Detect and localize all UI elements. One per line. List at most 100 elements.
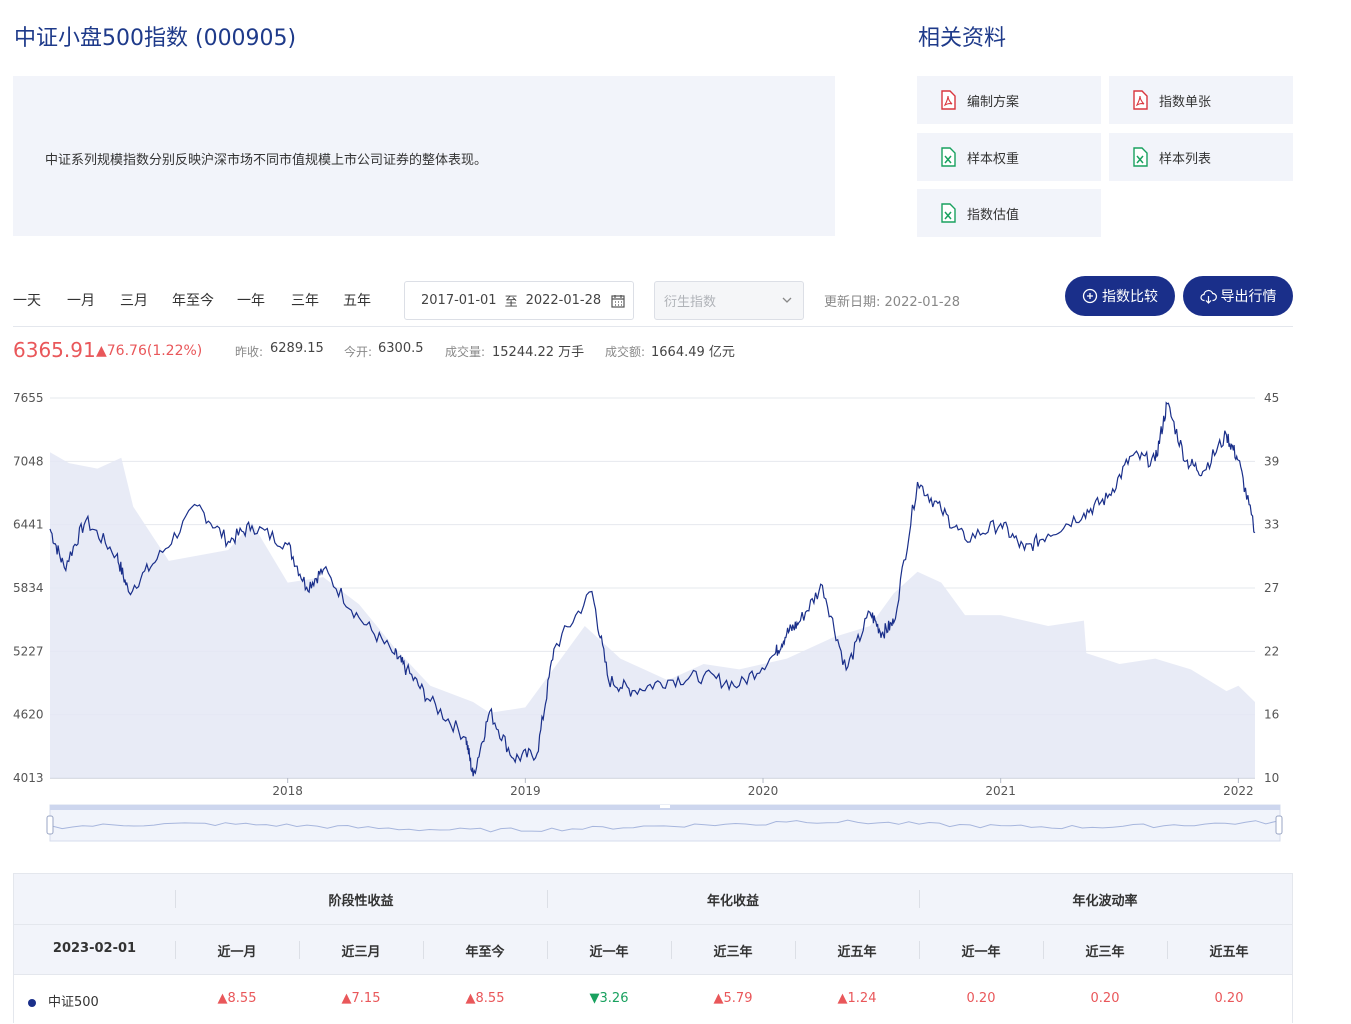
description-panel: 中证系列规模指数分别反映沪深市场不同市值规模上市公司证券的整体表现。 — [13, 76, 835, 236]
table-cell: ▲1.24 — [837, 991, 877, 1006]
table-cell: ▲7.15 — [341, 991, 381, 1006]
column-header: 近三年 — [713, 945, 753, 960]
resource-button-valuation[interactable]: 指数估值 — [917, 189, 1101, 237]
change-value: ▲76.76 — [96, 343, 147, 359]
resource-button-factsheet[interactable]: 指数单张 — [1109, 76, 1293, 124]
y-tick-label-left: 7048 — [13, 454, 44, 468]
chevron-down-icon — [782, 297, 792, 303]
column-header: 近三月 — [341, 945, 381, 960]
excel-icon — [1133, 147, 1148, 167]
x-tick-label: 2019 — [510, 784, 541, 798]
date-end[interactable]: 2022-01-28 — [525, 293, 602, 308]
price-change: ▲76.76(1.22%) — [96, 343, 202, 359]
stat-turnover-label: 成交额: — [605, 345, 646, 359]
compare-index-button[interactable]: 指数比较 — [1065, 276, 1175, 316]
change-percent: (1.22%) — [146, 343, 203, 359]
column-header: 年至今 — [465, 945, 505, 960]
x-tick-label: 2021 — [985, 784, 1016, 798]
resource-button-methodology[interactable]: 编制方案 — [917, 76, 1101, 124]
excel-icon — [941, 203, 956, 223]
table-column-header: 2023-02-01 近一月 近三月 年至今 近一年 近三年 近五年 近一年 近三年 近五年 — [14, 924, 1292, 974]
table-cell: ▲5.79 — [713, 991, 753, 1006]
index-price-chart[interactable]: 7655 45 7048 39 6441 33 5834 27 5227 22 4620 16 4013… — [0, 380, 1300, 850]
table-cell: ▲8.55 — [465, 991, 505, 1006]
tab-period-ytd[interactable]: 年至今 — [172, 293, 214, 309]
resource-button-weights[interactable]: 样本权重 — [917, 133, 1101, 181]
derivative-select-placeholder: 衍生指数 — [664, 295, 717, 310]
y-tick-label-right: 39 — [1264, 454, 1279, 468]
tab-period-5y[interactable]: 五年 — [343, 293, 371, 309]
stat-open-value: 6300.5 — [378, 341, 424, 356]
excel-icon — [941, 147, 956, 167]
y-tick-label-left: 4620 — [13, 708, 44, 722]
y-tick-label-left: 4013 — [13, 771, 44, 785]
column-header: 近五年 — [837, 945, 877, 960]
column-header: 近五年 — [1209, 945, 1249, 960]
zoom-slider-grip — [660, 805, 670, 808]
resource-label: 样本列表 — [1159, 151, 1212, 167]
y-tick-label-right: 22 — [1264, 644, 1279, 658]
stat-volume-value: 15244.22 万手 — [492, 345, 585, 360]
stat-volume-label: 成交量: — [445, 345, 486, 359]
tab-period-1d[interactable]: 一天 — [13, 293, 41, 309]
stat-prev-close-value: 6289.15 — [270, 341, 324, 356]
cloud-download-icon — [1199, 289, 1217, 304]
table-cell: 0.20 — [1090, 991, 1120, 1006]
page-title: 中证小盘500指数 (000905) — [14, 26, 297, 51]
resource-button-constituents[interactable]: 样本列表 — [1109, 133, 1293, 181]
table-row: 中证500 ▲8.55 ▲7.15 ▲8.55 ▼3.26 ▲5.79 ▲1.24 0.20… — [14, 974, 1292, 1024]
group-period-return: 阶段性收益 — [328, 894, 394, 909]
update-date: 更新日期: 2022-01-28 — [824, 291, 960, 310]
date-separator: 至 — [504, 295, 518, 310]
stat-open-label: 今开: — [344, 345, 373, 359]
y-tick-label-left: 5834 — [13, 581, 44, 595]
date-start[interactable]: 2017-01-01 — [421, 293, 497, 308]
y-tick-label-right: 10 — [1264, 771, 1279, 785]
valuation-area — [50, 452, 1255, 778]
table-cell: ▼3.26 — [589, 991, 629, 1006]
calendar-icon[interactable] — [611, 294, 625, 308]
plus-circle-icon — [1082, 288, 1098, 304]
current-price: 6365.91 — [13, 338, 96, 362]
table-date: 2023-02-01 — [52, 941, 137, 956]
zoom-handle-right[interactable] — [1275, 815, 1283, 835]
y-tick-label-left: 5227 — [13, 644, 44, 658]
y-tick-label-left: 6441 — [13, 518, 44, 532]
column-header: 近一年 — [961, 945, 1001, 960]
stat-prev-close-label: 昨收: — [235, 345, 264, 359]
x-tick-label: 2022 — [1223, 784, 1254, 798]
column-header: 近一年 — [589, 945, 629, 960]
y-tick-label-right: 33 — [1264, 518, 1279, 532]
description-text: 中证系列规模指数分别反映沪深市场不同市值规模上市公司证券的整体表现。 — [45, 153, 488, 168]
tab-period-1y[interactable]: 一年 — [237, 293, 265, 309]
column-header: 近三年 — [1085, 945, 1125, 960]
x-tick-label: 2020 — [748, 784, 779, 798]
pdf-icon — [941, 90, 956, 110]
table-group-header: 阶段性收益 年化收益 年化波动率 — [14, 874, 1292, 924]
zoom-slider-preview — [51, 819, 1277, 833]
date-range-picker[interactable]: 2017-01-01 至 2022-01-28 — [404, 281, 634, 320]
pdf-icon — [1133, 90, 1148, 110]
row-index-name: 中证500 — [28, 991, 99, 1010]
y-tick-label-left: 7655 — [13, 391, 44, 405]
price-series-line — [49, 401, 1256, 777]
x-tick-label: 2018 — [272, 784, 303, 798]
table-cell: ▲8.55 — [217, 991, 257, 1006]
series-dot — [28, 998, 36, 1007]
performance-table: 阶段性收益 年化收益 年化波动率 2023-02-01 近一月 近三月 年至今 近一年… — [13, 873, 1293, 1024]
group-annual-volatility: 年化波动率 — [1072, 894, 1138, 909]
update-value: 2022-01-28 — [884, 295, 961, 310]
zoom-handle-left[interactable] — [46, 815, 54, 835]
table-cell: 0.20 — [1214, 991, 1244, 1006]
tab-period-1m[interactable]: 一月 — [67, 293, 95, 309]
resource-label: 编制方案 — [967, 94, 1020, 110]
group-annual-return: 年化收益 — [706, 894, 759, 909]
derivative-index-select[interactable]: 衍生指数 — [654, 281, 804, 320]
y-tick-label-right: 16 — [1264, 708, 1279, 722]
tab-period-3m[interactable]: 三月 — [120, 293, 148, 309]
resource-label: 样本权重 — [967, 151, 1020, 167]
tab-period-3y[interactable]: 三年 — [291, 293, 319, 309]
export-quotes-button[interactable]: 导出行情 — [1183, 276, 1293, 316]
resource-label: 指数估值 — [967, 207, 1020, 223]
table-cell: 0.20 — [966, 991, 996, 1006]
